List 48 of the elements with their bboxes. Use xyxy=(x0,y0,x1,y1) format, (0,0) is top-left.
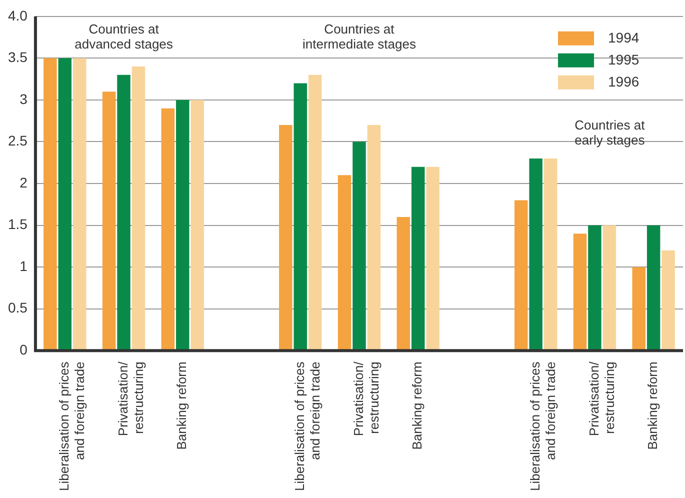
bar xyxy=(102,92,116,350)
bar xyxy=(352,142,366,350)
bar xyxy=(308,74,322,350)
bar xyxy=(646,225,660,350)
bar xyxy=(367,125,381,350)
legend-label: 1995 xyxy=(608,51,640,68)
y-tick-label: 3 xyxy=(20,90,28,107)
x-tick-label: Liberalisation of prices and foreign trade xyxy=(56,361,88,492)
bar xyxy=(161,108,175,350)
bar xyxy=(338,175,352,350)
x-tick-label: Banking reform xyxy=(174,362,190,450)
bar xyxy=(588,225,602,350)
bar xyxy=(117,74,130,350)
y-tick-label: 3.5 xyxy=(8,49,28,66)
bar xyxy=(529,158,542,350)
y-tick-label: 0 xyxy=(20,342,28,358)
x-tick-label: Liberalisation of prices and foreign trade xyxy=(527,361,558,492)
bar xyxy=(190,100,204,350)
bar xyxy=(632,267,646,350)
bar xyxy=(58,58,72,350)
x-tick-label: Liberalisation of prices and foreign trade xyxy=(292,361,323,492)
bar xyxy=(426,166,440,350)
y-tick-label: 2 xyxy=(20,174,28,190)
bar xyxy=(279,125,292,350)
bar xyxy=(573,234,587,350)
bar xyxy=(662,250,675,350)
bar xyxy=(396,216,410,350)
bar xyxy=(514,200,528,350)
y-tick-label: 2.5 xyxy=(8,132,28,149)
bar xyxy=(44,58,57,350)
bar xyxy=(602,225,616,350)
bar xyxy=(132,66,146,350)
legend-label: 1994 xyxy=(608,29,640,46)
bar xyxy=(411,166,425,350)
bar xyxy=(72,58,86,350)
y-tick-label: 4.0 xyxy=(8,7,28,24)
y-tick-label: 0.5 xyxy=(8,300,28,316)
y-tick-label: 1.5 xyxy=(8,216,28,232)
bar xyxy=(294,83,307,350)
bar xyxy=(176,100,190,350)
annotation: Countries at intermediate stages xyxy=(302,21,416,52)
bar xyxy=(544,158,558,350)
x-tick-label: Banking reform xyxy=(645,362,660,450)
annotation: Countries at early stages xyxy=(574,117,646,148)
annotation: Countries at advanced stages xyxy=(74,21,174,52)
y-tick-label: 1 xyxy=(20,258,28,274)
x-tick-label: Banking reform xyxy=(410,362,425,450)
legend-label: 1996 xyxy=(608,73,640,90)
